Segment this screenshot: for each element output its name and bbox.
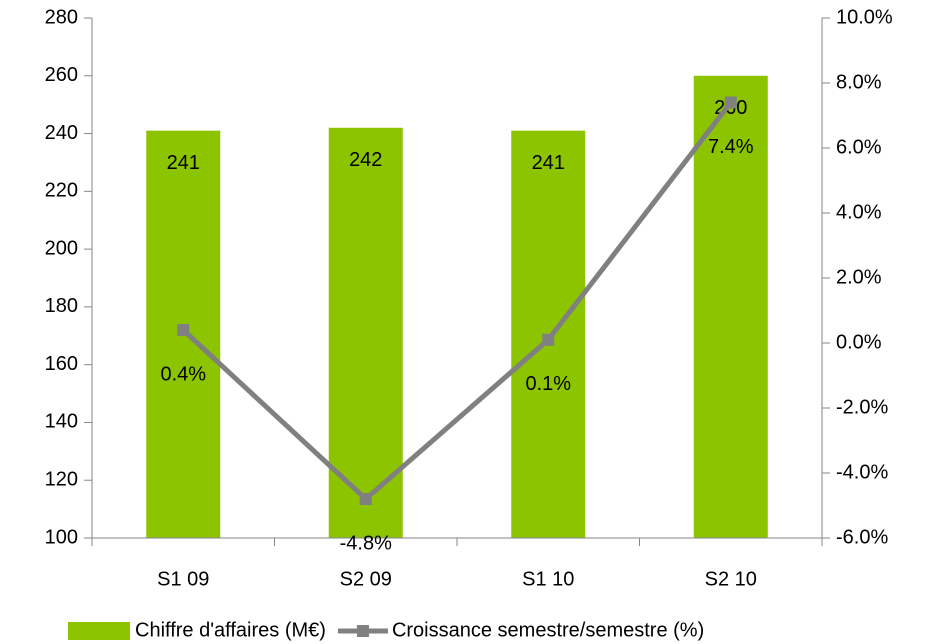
line-marker xyxy=(542,333,555,346)
y2-tick-label: -4.0% xyxy=(836,461,888,483)
y-tick-label: 240 xyxy=(45,122,78,144)
line-marker xyxy=(177,324,190,336)
line xyxy=(181,100,733,502)
x-tick-label: S1 10 xyxy=(522,568,574,590)
line-marker xyxy=(359,493,372,505)
line-value-label: 0.4% xyxy=(160,363,206,385)
bar-value-label: 242 xyxy=(349,149,382,171)
bar-value-label: 241 xyxy=(532,152,565,174)
bar xyxy=(693,75,768,539)
y-tick-label: 160 xyxy=(45,353,78,375)
y2-tick-label: 10.0% xyxy=(836,6,893,28)
y-tick-label: 120 xyxy=(45,469,78,491)
y2-tick-label: 4.0% xyxy=(836,201,882,223)
y2-tick-label: -2.0% xyxy=(836,396,888,418)
x-tick-label: S2 09 xyxy=(340,568,392,590)
y-tick-label: 140 xyxy=(45,411,78,433)
line-value-label: 0.1% xyxy=(525,373,571,395)
y-tick-label: 280 xyxy=(45,6,78,28)
legend-label: Croissance semestre/semestre (%) xyxy=(392,619,704,641)
y-tick-label: 220 xyxy=(45,180,78,202)
legend-swatch xyxy=(68,622,130,640)
y2-tick-label: -6.0% xyxy=(836,526,888,548)
legend-swatch-marker xyxy=(356,625,369,637)
y2-tick-label: 0.0% xyxy=(836,331,882,353)
y-tick-label: 260 xyxy=(45,64,78,86)
y-tick-label: 100 xyxy=(45,526,78,548)
bar xyxy=(328,127,403,539)
bar-value-label: 241 xyxy=(167,152,200,174)
line-value-label: -4.8% xyxy=(340,532,392,554)
y2-tick-label: 8.0% xyxy=(836,71,882,93)
y-tick-label: 180 xyxy=(45,295,78,317)
y2-tick-label: 6.0% xyxy=(836,136,882,158)
y-tick-label: 200 xyxy=(45,237,78,259)
x-tick-label: S1 09 xyxy=(157,568,209,590)
line-marker xyxy=(724,96,737,109)
x-tick-label: S2 10 xyxy=(705,568,757,590)
line-value-label: 7.4% xyxy=(708,136,754,158)
y2-tick-label: 2.0% xyxy=(836,266,882,288)
legend-label: Chiffre d'affaires (M€) xyxy=(135,619,326,641)
